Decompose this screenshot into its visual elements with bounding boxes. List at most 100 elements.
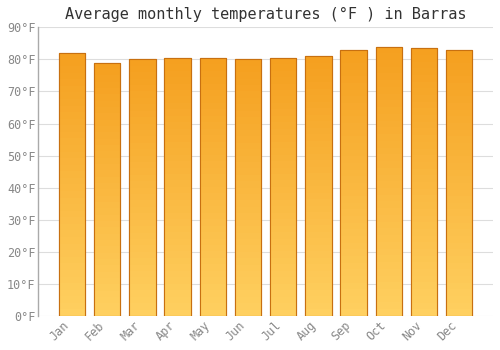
Bar xyxy=(59,53,86,316)
Bar xyxy=(235,290,261,297)
Bar xyxy=(270,155,296,161)
Bar xyxy=(446,223,472,230)
Bar xyxy=(200,116,226,122)
Bar xyxy=(411,182,437,189)
Bar xyxy=(94,202,120,208)
Bar xyxy=(270,129,296,135)
Bar xyxy=(130,278,156,284)
Bar xyxy=(94,88,120,94)
Bar xyxy=(235,278,261,284)
Bar xyxy=(305,186,332,193)
Bar xyxy=(200,110,226,116)
Bar xyxy=(200,180,226,187)
Bar xyxy=(164,303,191,309)
Bar xyxy=(130,130,156,136)
Bar xyxy=(130,60,156,316)
Bar xyxy=(200,58,226,64)
Bar xyxy=(235,233,261,239)
Bar xyxy=(200,213,226,219)
Bar xyxy=(59,276,86,283)
Bar xyxy=(164,110,191,116)
Bar xyxy=(305,56,332,63)
Bar xyxy=(200,206,226,213)
Bar xyxy=(446,83,472,90)
Bar xyxy=(235,220,261,226)
Bar xyxy=(94,63,120,316)
Bar xyxy=(270,64,296,71)
Bar xyxy=(164,142,191,148)
Bar xyxy=(200,193,226,200)
Bar xyxy=(340,303,367,309)
Bar xyxy=(446,276,472,283)
Bar xyxy=(130,201,156,207)
Bar xyxy=(270,103,296,110)
Bar xyxy=(411,229,437,236)
Bar xyxy=(376,275,402,282)
Bar xyxy=(340,83,367,90)
Bar xyxy=(446,176,472,183)
Bar xyxy=(270,180,296,187)
Bar xyxy=(235,284,261,290)
Bar xyxy=(376,148,402,154)
Bar xyxy=(340,210,367,216)
Bar xyxy=(305,147,332,154)
Bar xyxy=(59,145,86,152)
Bar xyxy=(164,168,191,174)
Bar xyxy=(235,168,261,175)
Bar xyxy=(376,80,402,87)
Bar xyxy=(200,245,226,251)
Bar xyxy=(130,214,156,220)
Bar xyxy=(270,309,296,316)
Bar xyxy=(94,113,120,120)
Bar xyxy=(164,122,191,129)
Bar xyxy=(411,115,437,122)
Bar xyxy=(164,226,191,232)
Bar xyxy=(130,136,156,143)
Bar xyxy=(340,243,367,250)
Bar xyxy=(59,204,86,211)
Bar xyxy=(130,245,156,252)
Bar xyxy=(200,71,226,77)
Bar xyxy=(411,256,437,262)
Bar xyxy=(94,259,120,265)
Bar xyxy=(235,252,261,258)
Bar xyxy=(235,85,261,91)
Bar xyxy=(270,58,296,316)
Bar xyxy=(270,116,296,122)
Bar xyxy=(376,87,402,94)
Bar xyxy=(446,283,472,289)
Bar xyxy=(376,47,402,316)
Bar xyxy=(130,303,156,309)
Bar xyxy=(376,175,402,181)
Bar xyxy=(376,181,402,188)
Bar xyxy=(94,221,120,227)
Bar xyxy=(270,200,296,206)
Bar xyxy=(411,296,437,303)
Bar xyxy=(200,232,226,238)
Bar xyxy=(270,238,296,245)
Bar xyxy=(411,48,437,55)
Bar xyxy=(270,303,296,309)
Bar xyxy=(59,178,86,184)
Bar xyxy=(340,163,367,169)
Bar xyxy=(59,119,86,125)
Bar xyxy=(305,218,332,225)
Bar xyxy=(270,193,296,200)
Bar xyxy=(340,250,367,256)
Bar xyxy=(376,53,402,60)
Bar xyxy=(411,242,437,249)
Bar xyxy=(376,256,402,262)
Bar xyxy=(411,142,437,149)
Bar xyxy=(446,230,472,236)
Bar xyxy=(164,284,191,290)
Bar xyxy=(446,116,472,123)
Bar xyxy=(305,89,332,95)
Bar xyxy=(270,251,296,258)
Bar xyxy=(200,135,226,142)
Bar xyxy=(235,181,261,188)
Bar xyxy=(305,284,332,290)
Bar xyxy=(270,58,296,316)
Bar xyxy=(200,64,226,71)
Bar xyxy=(305,56,332,316)
Bar xyxy=(340,70,367,76)
